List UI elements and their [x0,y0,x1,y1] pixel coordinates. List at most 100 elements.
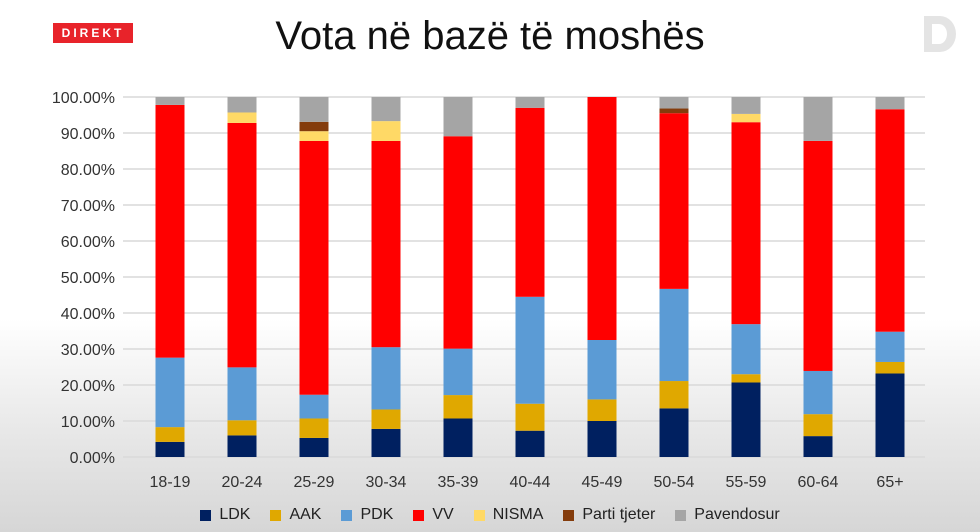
legend-swatch [413,509,425,521]
bar-segment-pavendosur [659,97,689,109]
stacked-bar-chart: 0.00% 10.00% 20.00% 30.00% 40.00% 50.00% 60.00… [52,90,925,491]
legend-swatch [200,509,212,521]
bar-segment-nisma [299,131,329,141]
legend-label: VV [432,506,454,523]
bar-segment-ldk [659,408,689,457]
bar-segment-pavendosur [803,97,833,141]
x-tick-label: 25-29 [294,474,335,491]
x-tick-label: 30-34 [366,474,407,491]
live-badge: DIREKT [53,23,133,43]
bar-segment-pavendosur [875,97,905,110]
bar-segment-pavendosur [731,97,761,114]
channel-logo [920,12,960,56]
bar-segment-vv [227,122,257,368]
x-tick-label: 65+ [876,474,903,491]
x-tick-label: 20-24 [222,474,263,491]
y-tick-label: 70.00% [61,198,115,215]
bar-segment-pdk [227,367,257,421]
bar-segment-ldk [731,382,761,457]
bar-segment-ldk [803,436,833,457]
legend-swatch [270,509,282,521]
bar-segment-nisma [227,112,257,123]
bar-segment-aak [515,403,545,431]
bar-segment-pdk [803,370,833,415]
y-tick-label: 60.00% [61,234,115,251]
legend-swatch [341,509,353,521]
bar-segment-pavendosur [371,97,401,122]
bar-segment-aak [875,361,905,374]
y-tick-label: 0.00% [70,450,115,467]
legend-label: LDK [219,506,251,523]
bar-segment-aak [443,395,473,419]
bar-segment-parti-tjeter [299,121,329,132]
legend-item: NISMA [473,506,544,524]
bar-segment-pdk [299,394,329,419]
bar-segment-nisma [731,113,761,123]
bar-segment-aak [155,427,185,442]
bar-segment-ldk [155,441,185,457]
bar-segment-pdk [659,288,689,382]
legend-swatch [473,509,485,521]
bar-segment-pavendosur [155,97,185,105]
bar-segment-vv [371,140,401,348]
bar-segment-pdk [731,324,761,375]
bar-segment-aak [587,399,617,421]
legend-label: Pavendosur [694,506,780,523]
bar-segment-vv [875,109,905,332]
bar-segment-pavendosur [515,97,545,108]
x-tick-label: 18-19 [150,474,191,491]
y-tick-label: 40.00% [61,306,115,323]
bar-segment-vv [659,113,689,289]
legend-swatch [563,509,575,521]
bar-segment-pdk [371,347,401,410]
bar-segment-pdk [515,296,545,404]
bar-segment-vv [803,140,833,371]
legend-swatch [675,509,687,521]
bar-segment-ldk [875,373,905,457]
bar-segment-pdk [443,348,473,396]
legend: LDK AAK PDK VV NISMA Parti tjeter Pavendosur [0,506,980,524]
bar-segment-vv [443,136,473,349]
legend-item: AAK [270,506,321,524]
y-tick-label: 20.00% [61,378,115,395]
bar-segment-ldk [587,421,617,457]
chart-title: Vota në bazë të moshës [275,14,705,58]
y-tick-label: 30.00% [61,342,115,359]
legend-label: AAK [289,506,322,523]
x-tick-label: 40-44 [510,474,551,491]
legend-item: LDK [200,506,250,524]
bar-segment-aak [371,409,401,429]
legend-label: PDK [360,506,394,523]
y-tick-label: 50.00% [61,270,115,287]
bar-segment-pdk [155,357,185,428]
bar-segment-nisma [371,121,401,141]
y-tick-label: 10.00% [61,414,115,431]
y-tick-label: 100.00% [52,90,115,107]
bar-segment-vv [731,122,761,325]
x-tick-label: 35-39 [438,474,479,491]
bar-segment-pdk [587,340,617,400]
bar-segment-parti-tjeter [659,108,689,114]
bar-segment-ldk [515,430,545,457]
legend-label: Parti tjeter [582,506,656,523]
y-tick-label: 80.00% [61,162,115,179]
bar-segment-aak [659,381,689,409]
bar-segment-vv [587,97,617,340]
bar-segment-aak [299,418,329,438]
bar-segment-pdk [875,331,905,362]
bar-segment-aak [731,374,761,383]
x-tick-label: 45-49 [582,474,623,491]
bar-segment-aak [227,420,257,436]
bar-segment-vv [299,140,329,395]
bar-segment-aak [803,414,833,437]
x-tick-label: 60-64 [798,474,839,491]
x-tick-label: 50-54 [654,474,695,491]
bar-segment-ldk [299,437,329,457]
legend-label: NISMA [492,506,544,523]
bar-segment-ldk [371,428,401,457]
bar-segment-ldk [443,418,473,457]
bar-segment-pavendosur [299,97,329,122]
bar-segment-ldk [227,435,257,457]
legend-item: PDK [341,506,393,524]
bar-segment-vv [515,107,545,297]
